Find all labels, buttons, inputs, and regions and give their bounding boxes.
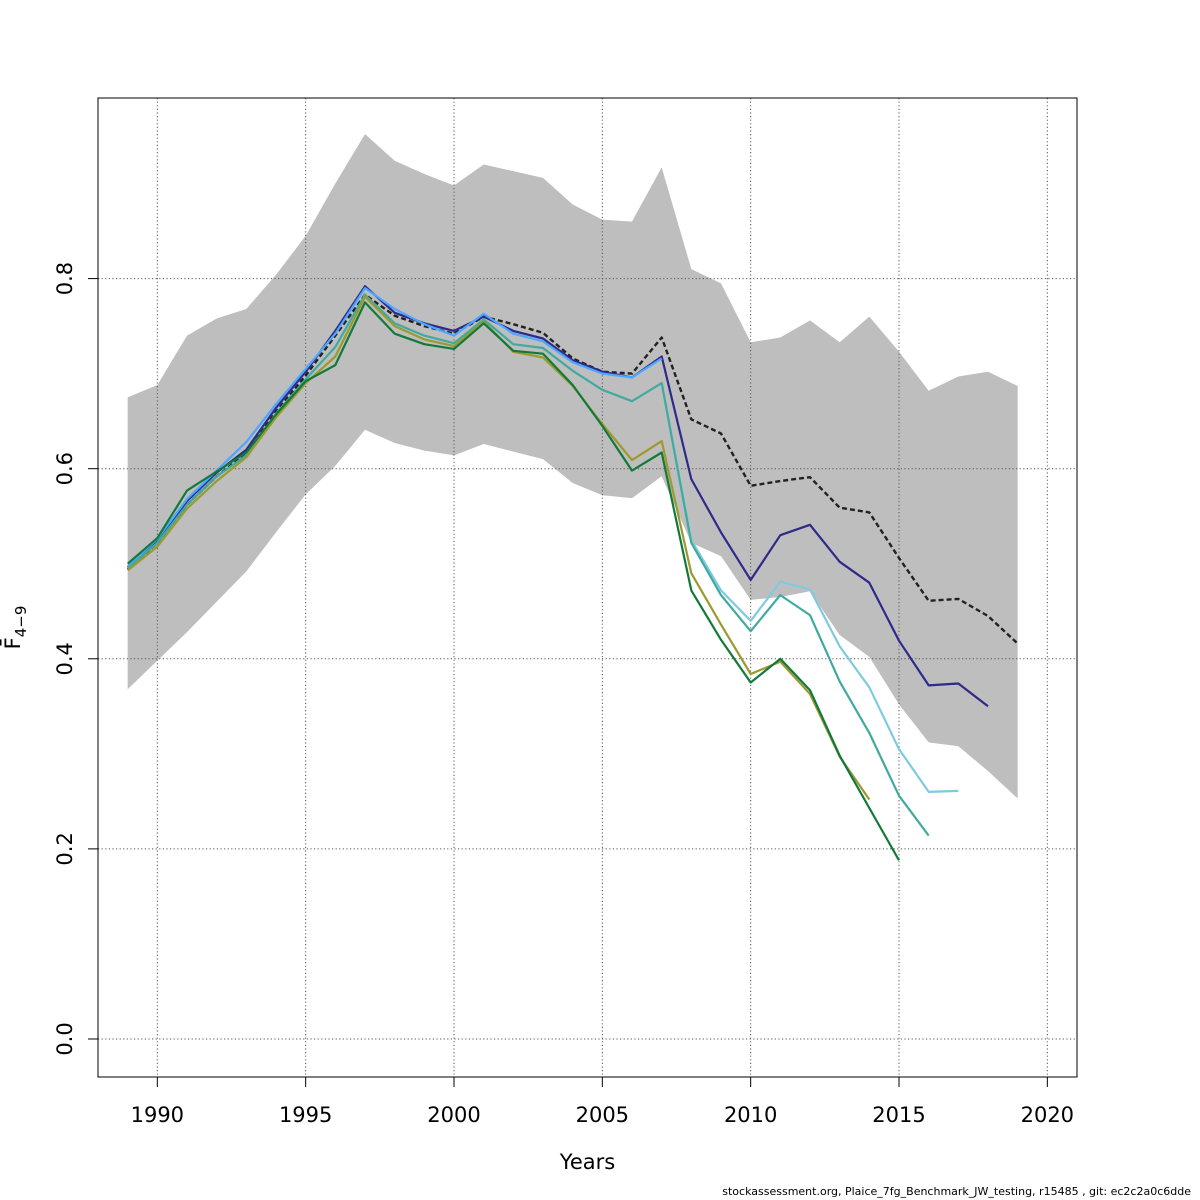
y-axis-title-symbol: F̄ [0,637,25,649]
series-line-7 [126,301,900,861]
y-tick-label: 0.0 [53,1022,77,1055]
y-tick-label: 0.4 [53,642,77,675]
x-tick-label: 1995 [279,1103,332,1127]
x-tick-label: 2010 [724,1103,777,1127]
confidence-band-area [127,134,1018,799]
x-axis: 1990 1995 2000 2005 2010 2015 2020 [131,1076,1074,1127]
y-axis: 0.0 0.2 0.4 0.6 0.8 [53,262,99,1056]
footer-credit: stockassessment.org, Plaice_7fg_Benchmar… [722,1185,1191,1198]
x-tick-label: 2015 [872,1103,925,1127]
y-tick-label: 0.6 [53,452,77,485]
confidence-band [127,134,1018,799]
x-tick-label: 2000 [427,1103,480,1127]
grid [98,98,1077,1077]
y-tick-label: 0.2 [53,832,77,865]
y-axis-title-subscript: 4−9 [12,606,30,638]
x-tick-label: 1990 [131,1103,184,1127]
series-line-4 [660,382,959,793]
x-tick-label: 2005 [576,1103,629,1127]
series-line-2 [126,285,989,708]
x-axis-title: Years [559,1150,615,1174]
y-axis-title-text: F̄4−9 [0,606,30,650]
series-line-1 [126,293,1019,645]
x-tick-label: 2020 [1021,1103,1074,1127]
y-tick-label: 0.8 [53,262,77,295]
y-axis-title: F̄4−9 [0,606,30,650]
series-lines [126,285,1019,861]
